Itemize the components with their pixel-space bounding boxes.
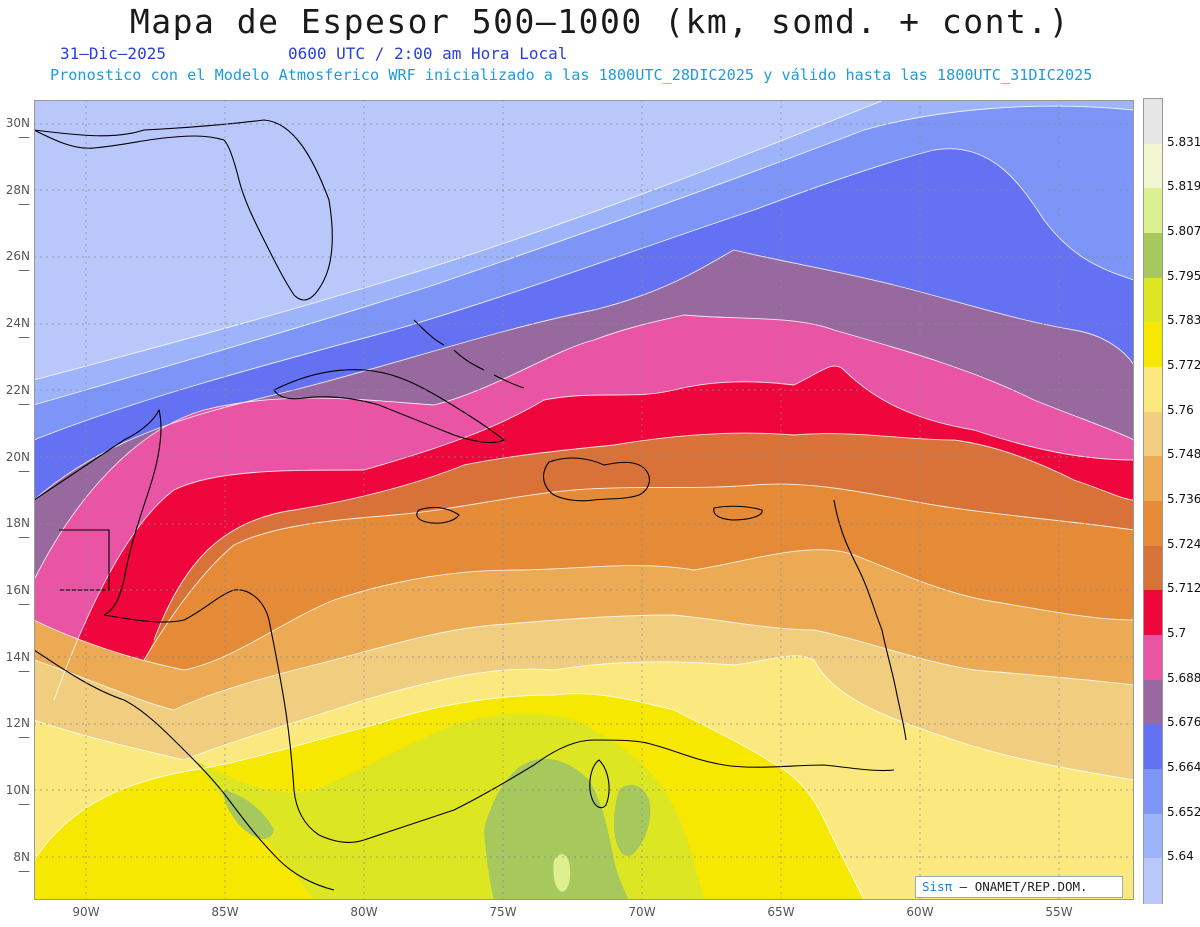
maracaibo bbox=[589, 759, 610, 809]
credit-text: — ONAMET/REP.DOM. bbox=[959, 879, 1088, 894]
band-5807 bbox=[484, 758, 629, 900]
thickness-map bbox=[34, 100, 1134, 900]
coastlines bbox=[34, 119, 907, 891]
colorbar-swatch bbox=[1144, 143, 1162, 189]
colorbar-swatch bbox=[1144, 858, 1162, 904]
colorbar-swatch bbox=[1144, 411, 1162, 457]
lat-label: 30N— bbox=[5, 116, 30, 144]
colorbar-swatch bbox=[1144, 679, 1162, 725]
colorbar bbox=[1143, 98, 1163, 904]
lon-label: 75W bbox=[489, 905, 517, 919]
forecast-time: 0600 UTC / 2:00 am Hora Local bbox=[288, 44, 568, 63]
colorbar-label: 5.676 bbox=[1167, 715, 1200, 730]
colorbar-label: 5.831 bbox=[1167, 134, 1200, 149]
forecast-date: 31—Dic—2025 bbox=[60, 44, 166, 63]
colorbar-label: 5.76 bbox=[1167, 402, 1194, 417]
florida-gulf-coast bbox=[34, 129, 225, 149]
lon-label: 80W bbox=[350, 905, 378, 919]
colorbar-label: 5.724 bbox=[1167, 536, 1200, 551]
credit-brand: Sisπ bbox=[922, 879, 953, 894]
florida-coast bbox=[34, 119, 333, 301]
colorbar-swatch bbox=[1144, 367, 1162, 413]
map-title: Mapa de Espesor 500—1000 (km, somd. + co… bbox=[129, 2, 1071, 41]
colorbar-label: 5.748 bbox=[1167, 447, 1200, 462]
colorbar-swatch bbox=[1144, 724, 1162, 770]
lon-label: 60W bbox=[906, 905, 934, 919]
yucatan bbox=[34, 409, 162, 616]
lon-label: 70W bbox=[628, 905, 656, 919]
jamaica bbox=[416, 506, 460, 524]
pacific-coast bbox=[34, 649, 335, 891]
lon-label: 85W bbox=[211, 905, 239, 919]
band-5819 bbox=[553, 854, 571, 892]
puerto-rico bbox=[713, 505, 763, 521]
lat-label: 20N— bbox=[5, 449, 30, 478]
colorbar-swatch bbox=[1144, 635, 1162, 681]
lesser-antilles bbox=[833, 499, 907, 741]
credit-box: Sisπ — ONAMET/REP.DOM. bbox=[915, 876, 1123, 898]
band-5807-east bbox=[614, 784, 651, 856]
lat-label: 24N— bbox=[5, 316, 30, 345]
colorbar-swatch bbox=[1144, 545, 1162, 591]
colorbar-swatch bbox=[1144, 233, 1162, 279]
colorbar-label: 5.807 bbox=[1167, 224, 1200, 238]
colorbar-label: 5.795 bbox=[1167, 268, 1200, 283]
colorbar-swatch bbox=[1144, 99, 1162, 145]
south-america-coast bbox=[363, 739, 895, 841]
colorbar-label: 5.736 bbox=[1167, 492, 1200, 506]
contour-lines bbox=[34, 100, 1134, 900]
lon-label: 90W bbox=[72, 905, 100, 919]
colorbar-swatch bbox=[1144, 501, 1162, 547]
lat-label: 26N— bbox=[5, 249, 30, 278]
map-frame bbox=[34, 100, 1134, 900]
colorbar-label: 5.652 bbox=[1167, 804, 1200, 819]
colorbar-swatch bbox=[1144, 188, 1162, 234]
model-run-info: Pronostico con el Modelo Atmosferico WRF… bbox=[50, 66, 1093, 84]
colorbar-swatch bbox=[1144, 769, 1162, 815]
lon-label: 65W bbox=[767, 905, 795, 919]
band-5807-pacific bbox=[223, 790, 274, 840]
bahamas bbox=[413, 319, 525, 389]
colorbar-label: 5.688 bbox=[1167, 670, 1200, 685]
lat-label: 18N— bbox=[5, 516, 30, 545]
lat-label: 22N— bbox=[5, 382, 30, 411]
colorbar-label: 5.783 bbox=[1167, 313, 1200, 328]
lat-lon-grid bbox=[34, 100, 1134, 900]
colorbar-label: 5.64 bbox=[1167, 849, 1194, 864]
lat-label: 8N— bbox=[13, 849, 30, 878]
lon-label: 55W bbox=[1045, 905, 1073, 919]
lat-label: 10N— bbox=[5, 783, 30, 811]
central-america-coast bbox=[103, 589, 365, 844]
colorbar-label: 5.7 bbox=[1167, 626, 1187, 640]
lat-label: 16N— bbox=[5, 582, 30, 611]
colorbar-label: 5.712 bbox=[1167, 581, 1200, 596]
colorbar-swatch bbox=[1144, 456, 1162, 502]
thickness-bands bbox=[34, 100, 1134, 900]
colorbar-swatch bbox=[1144, 813, 1162, 859]
lat-label: 14N— bbox=[5, 649, 30, 678]
colorbar-label: 5.819 bbox=[1167, 179, 1200, 194]
hispaniola bbox=[543, 457, 650, 502]
colorbar-swatch bbox=[1144, 322, 1162, 368]
colorbar-label: 5.664 bbox=[1167, 760, 1200, 774]
colorbar-label: 5.772 bbox=[1167, 358, 1200, 372]
lat-label: 12N— bbox=[5, 716, 30, 745]
colorbar-swatch bbox=[1144, 590, 1162, 636]
colorbar-swatch bbox=[1144, 277, 1162, 323]
lat-label: 28N— bbox=[5, 182, 30, 211]
